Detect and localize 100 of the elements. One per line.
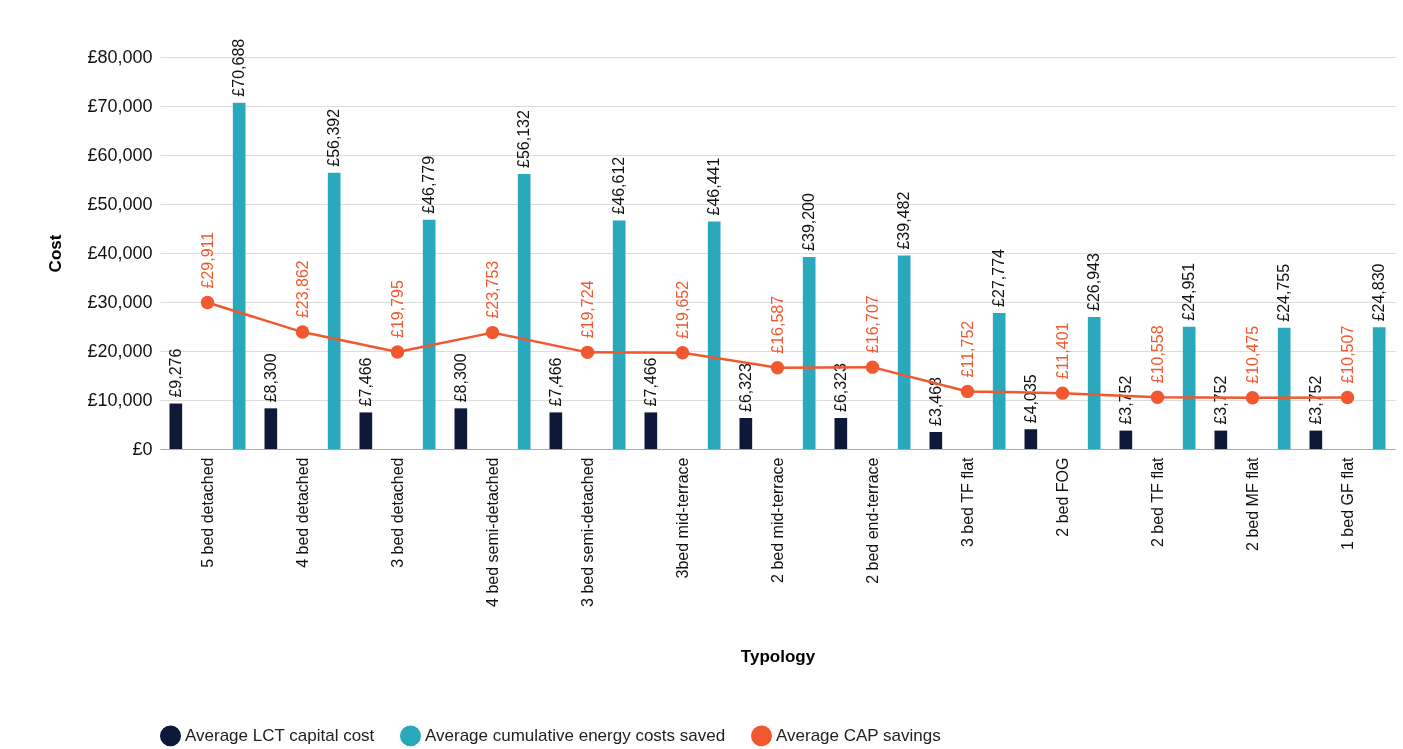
x-tick-label: 3 bed TF flat: [958, 456, 976, 548]
point: [960, 384, 975, 399]
x-tick-label: 2 bed mid-terrace: [768, 457, 786, 583]
y-tick-label: £30,000: [87, 291, 153, 312]
data-label: £3,752: [1211, 375, 1229, 425]
y-tick-label: £10,000: [87, 389, 153, 410]
y-tick-label: £50,000: [87, 193, 153, 214]
point: [770, 361, 785, 375]
data-label: £56,132: [515, 110, 533, 168]
legend-label: Average cumulative energy costs saved: [425, 725, 726, 745]
bar: [992, 312, 1006, 449]
x-tick-label: 5 bed detached: [198, 457, 216, 568]
data-label: £16,707: [863, 295, 881, 354]
y-tick-label: £0: [132, 438, 153, 459]
data-label: £10,558: [1148, 325, 1166, 384]
point: [390, 345, 405, 359]
bar: [327, 172, 341, 449]
y-tick-label: £60,000: [87, 144, 153, 165]
data-label: £26,943: [1085, 253, 1103, 311]
x-tick-label: 2 bed FOG: [1053, 457, 1071, 537]
data-label: £70,688: [230, 38, 248, 97]
data-label: £8,300: [261, 353, 279, 403]
data-label: £46,779: [420, 155, 438, 214]
legend-label: Average LCT capital cost: [185, 725, 375, 745]
point: [865, 360, 880, 374]
bar: [1024, 429, 1038, 449]
x-tick-label: 4 bed detached: [293, 457, 311, 568]
point: [675, 346, 690, 360]
point: [485, 325, 500, 340]
data-label: £10,507: [1338, 325, 1356, 384]
bar: [1087, 316, 1101, 449]
bar: [359, 412, 373, 449]
data-label: £8,300: [451, 353, 469, 403]
point: [295, 325, 310, 339]
data-label: £3,752: [1116, 375, 1134, 425]
data-label: £7,466: [356, 357, 374, 407]
data-label: £24,830: [1370, 263, 1388, 322]
bar: [929, 432, 943, 449]
data-label: £29,911: [198, 231, 216, 289]
data-label: £11,752: [958, 320, 976, 378]
point: [200, 295, 215, 310]
y-tick-label: £70,000: [87, 95, 153, 116]
bar: [264, 408, 278, 449]
bar: [1372, 327, 1386, 449]
data-label: £6,323: [736, 362, 754, 413]
data-label: £9,276: [166, 348, 184, 398]
data-label: £3,468: [926, 376, 944, 427]
bar: [422, 219, 436, 449]
legend-label: Average CAP savings: [776, 725, 941, 745]
bar: [1309, 430, 1323, 449]
bar: [1214, 430, 1228, 449]
bar: [1182, 326, 1196, 449]
y-axis-title: Cost: [46, 234, 66, 273]
data-label: £11,401: [1053, 322, 1071, 380]
data-label: £7,466: [546, 357, 564, 407]
data-label: £19,652: [673, 280, 691, 339]
bar: [517, 173, 531, 449]
bar: [644, 412, 658, 449]
bar: [707, 221, 721, 449]
x-tick-label: 3bed mid-terrace: [673, 457, 691, 579]
data-label: £23,753: [483, 260, 501, 319]
data-label: £46,441: [705, 157, 723, 216]
bar: [739, 418, 753, 449]
x-tick-label: 2 bed TF flat: [1148, 456, 1166, 548]
data-label: £27,774: [990, 248, 1008, 307]
x-tick-label: 2 bed MF flat: [1243, 456, 1261, 551]
point: [1245, 390, 1260, 405]
y-tick-label: £80,000: [87, 46, 153, 67]
x-tick-label: 4 bed semi-detached: [483, 457, 501, 607]
data-label: £39,200: [800, 192, 818, 251]
data-label: £24,755: [1275, 263, 1293, 322]
point: [580, 345, 595, 360]
bar: [612, 220, 626, 449]
y-tick-label: £20,000: [87, 340, 153, 361]
point: [1340, 390, 1355, 405]
bar: [1119, 430, 1133, 449]
data-label: £19,724: [578, 280, 596, 339]
x-tick-label: 2 bed end-terrace: [863, 457, 881, 584]
bar: [897, 255, 911, 449]
x-axis-title: Typology: [740, 646, 816, 666]
data-label: £19,795: [388, 280, 406, 338]
bar: [834, 418, 848, 449]
bar: [232, 102, 246, 449]
bar: [802, 256, 816, 449]
data-label: £56,392: [325, 108, 343, 167]
bar: [454, 408, 468, 449]
bar: [549, 412, 563, 449]
data-label: £46,612: [610, 156, 628, 215]
data-label: £10,475: [1243, 325, 1261, 384]
bar: [169, 403, 183, 449]
point: [1055, 386, 1070, 400]
data-label: £6,323: [831, 362, 849, 413]
data-label: £39,482: [895, 191, 913, 250]
data-label: £24,951: [1180, 262, 1198, 321]
x-tick-label: 3 bed semi-detached: [578, 457, 596, 607]
point: [1150, 390, 1165, 404]
data-label: £23,862: [293, 260, 311, 319]
data-label: £7,466: [641, 357, 659, 407]
x-tick-label: 1 bed GF flat: [1338, 456, 1356, 550]
bar: [1277, 327, 1291, 449]
